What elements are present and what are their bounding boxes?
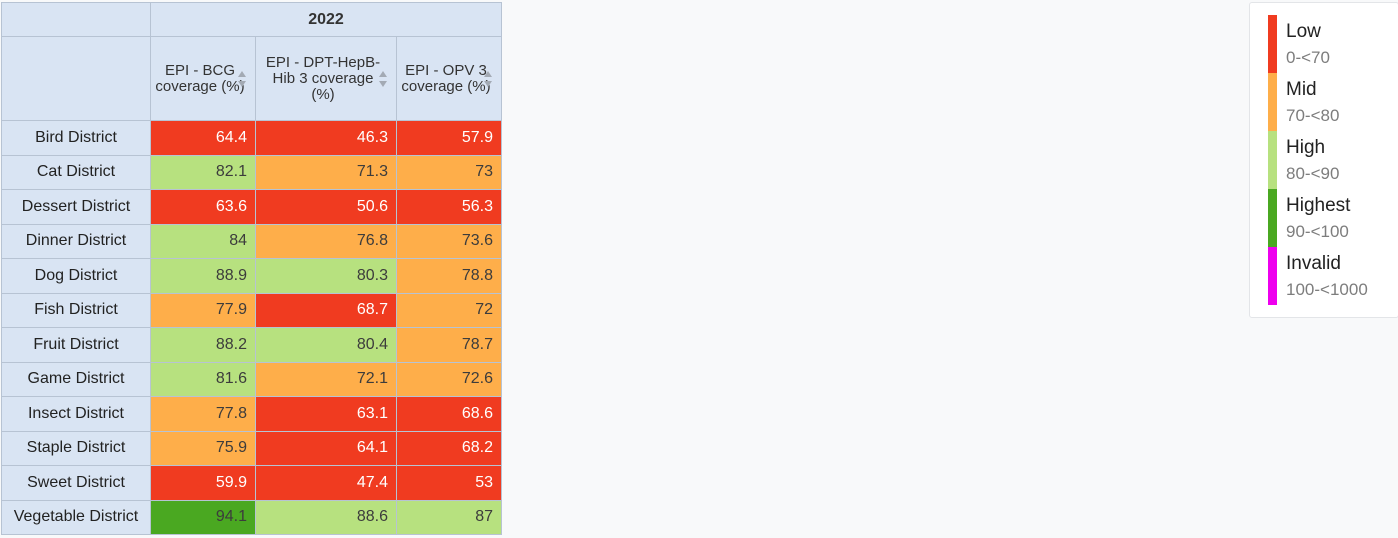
legend-swatch xyxy=(1268,15,1277,73)
legend-item-highest: Highest 90-<100 xyxy=(1268,189,1393,247)
legend-swatch xyxy=(1268,73,1277,131)
value-cell: 64.4 xyxy=(150,120,256,156)
value-cell: 88.2 xyxy=(150,327,256,363)
row-header-district: Vegetable District xyxy=(1,499,151,535)
table-row: Dog District 88.9 80.3 78.8 xyxy=(1,258,503,294)
sort-icon[interactable] xyxy=(378,70,388,88)
value-cell: 53 xyxy=(395,465,503,501)
row-header-district: Bird District xyxy=(1,120,151,156)
table-row: Vegetable District 94.1 88.6 87 xyxy=(1,499,503,535)
value-cell: 82.1 xyxy=(150,154,256,190)
value-cell: 78.7 xyxy=(395,327,503,363)
column-header-dpt[interactable]: EPI - DPT-HepB-Hib 3 coverage (%) xyxy=(255,36,397,121)
legend-range: 90-<100 xyxy=(1286,222,1349,241)
value-cell: 88.6 xyxy=(255,499,397,535)
legend-item-low: Low 0-<70 xyxy=(1268,15,1393,73)
legend-range: 100-<1000 xyxy=(1286,280,1368,299)
value-cell: 80.3 xyxy=(255,258,397,294)
legend-label: Low xyxy=(1286,21,1321,42)
value-cell: 47.4 xyxy=(255,465,397,501)
column-header-bcg[interactable]: EPI - BCG coverage (%) xyxy=(150,36,256,121)
row-header-corner xyxy=(1,36,151,121)
table-row: Cat District 82.1 71.3 73 xyxy=(1,154,503,190)
row-header-district: Sweet District xyxy=(1,465,151,501)
row-header-district: Dog District xyxy=(1,258,151,294)
table-row: Dinner District 84 76.8 73.6 xyxy=(1,223,503,259)
row-header-district: Dinner District xyxy=(1,223,151,259)
value-cell: 75.9 xyxy=(150,430,256,466)
table-row: Sweet District 59.9 47.4 53 xyxy=(1,465,503,501)
value-cell: 84 xyxy=(150,223,256,259)
value-cell: 73 xyxy=(395,154,503,190)
corner-cell xyxy=(1,2,151,37)
legend-label: Invalid xyxy=(1286,253,1341,274)
row-header-district: Cat District xyxy=(1,154,151,190)
column-header-label: EPI - OPV 3 coverage (%) xyxy=(401,61,491,95)
legend: Low 0-<70 Mid 70-<80 High 80-<90 Highest 90-<10… xyxy=(1249,2,1398,318)
value-cell: 63.1 xyxy=(255,396,397,432)
table-row: Insect District 77.8 63.1 68.6 xyxy=(1,396,503,432)
value-cell: 59.9 xyxy=(150,465,256,501)
value-cell: 57.9 xyxy=(395,120,503,156)
value-cell: 73.6 xyxy=(395,223,503,259)
row-header-district: Fruit District xyxy=(1,327,151,363)
table-row: Game District 81.6 72.1 72.6 xyxy=(1,361,503,397)
table-row: Staple District 75.9 64.1 68.2 xyxy=(1,430,503,466)
row-header-district: Insect District xyxy=(1,396,151,432)
year-header: 2022 xyxy=(149,2,503,37)
legend-item-invalid: Invalid 100-<1000 xyxy=(1268,247,1393,305)
value-cell: 87 xyxy=(395,499,503,535)
table-body: Bird District 64.4 46.3 57.9 Cat District 82.… xyxy=(1,120,503,535)
value-cell: 56.3 xyxy=(395,189,503,225)
legend-item-mid: Mid 70-<80 xyxy=(1268,73,1393,131)
legend-swatch xyxy=(1268,247,1277,305)
table-row: Dessert District 63.6 50.6 56.3 xyxy=(1,189,503,225)
value-cell: 46.3 xyxy=(255,120,397,156)
column-header-opv[interactable]: EPI - OPV 3 coverage (%) xyxy=(395,36,503,121)
value-cell: 77.9 xyxy=(150,292,256,328)
value-cell: 76.8 xyxy=(255,223,397,259)
table-row: Bird District 64.4 46.3 57.9 xyxy=(1,120,503,156)
legend-range: 80-<90 xyxy=(1286,164,1340,183)
legend-label: Highest xyxy=(1286,195,1351,216)
legend-swatch xyxy=(1268,131,1277,189)
legend-range: 0-<70 xyxy=(1286,48,1330,67)
value-cell: 72.6 xyxy=(395,361,503,397)
row-header-district: Fish District xyxy=(1,292,151,328)
table-row: Fruit District 88.2 80.4 78.7 xyxy=(1,327,503,363)
value-cell: 68.7 xyxy=(255,292,397,328)
value-cell: 72.1 xyxy=(255,361,397,397)
column-header-label: EPI - BCG coverage (%) xyxy=(155,61,245,95)
table-row: Fish District 77.9 68.7 72 xyxy=(1,292,503,328)
value-cell: 72 xyxy=(395,292,503,328)
legend-label: Mid xyxy=(1286,79,1317,100)
column-header-label: EPI - DPT-HepB-Hib 3 coverage (%) xyxy=(265,53,381,103)
row-header-district: Staple District xyxy=(1,430,151,466)
legend-item-high: High 80-<90 xyxy=(1268,131,1393,189)
value-cell: 50.6 xyxy=(255,189,397,225)
value-cell: 68.2 xyxy=(395,430,503,466)
value-cell: 88.9 xyxy=(150,258,256,294)
value-cell: 68.6 xyxy=(395,396,503,432)
value-cell: 71.3 xyxy=(255,154,397,190)
legend-swatch xyxy=(1268,189,1277,247)
value-cell: 77.8 xyxy=(150,396,256,432)
value-cell: 63.6 xyxy=(150,189,256,225)
value-cell: 81.6 xyxy=(150,361,256,397)
row-header-district: Game District xyxy=(1,361,151,397)
sort-icon[interactable] xyxy=(237,70,247,88)
value-cell: 80.4 xyxy=(255,327,397,363)
row-header-district: Dessert District xyxy=(1,189,151,225)
value-cell: 78.8 xyxy=(395,258,503,294)
pivot-table: 2022 EPI - BCG coverage (%) EPI - DPT-He… xyxy=(1,2,503,535)
value-cell: 94.1 xyxy=(150,499,256,535)
legend-label: High xyxy=(1286,137,1326,158)
legend-range: 70-<80 xyxy=(1286,106,1340,125)
sort-icon[interactable] xyxy=(483,70,493,88)
value-cell: 64.1 xyxy=(255,430,397,466)
